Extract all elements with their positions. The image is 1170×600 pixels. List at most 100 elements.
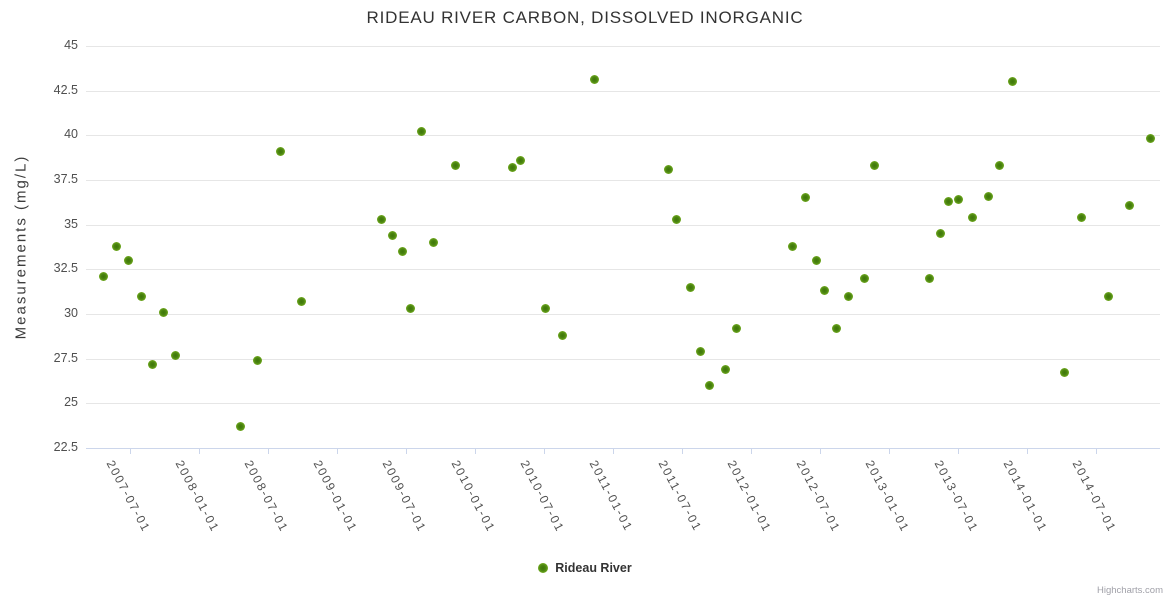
data-point[interactable]: [516, 155, 526, 165]
x-axis-tick: [406, 449, 408, 454]
data-point[interactable]: [995, 161, 1005, 171]
x-tick-label: 2011-01-01: [586, 458, 637, 534]
data-point[interactable]: [387, 230, 397, 240]
data-point[interactable]: [296, 296, 306, 306]
x-axis-tick: [958, 449, 960, 454]
data-point[interactable]: [664, 164, 674, 174]
highcharts-credit[interactable]: Highcharts.com: [1097, 585, 1163, 596]
data-point[interactable]: [1145, 134, 1155, 144]
data-point[interactable]: [236, 422, 246, 432]
data-point[interactable]: [820, 286, 830, 296]
data-point[interactable]: [944, 196, 954, 206]
x-axis-tick: [682, 449, 684, 454]
grid-line: [86, 46, 1160, 47]
data-point[interactable]: [1076, 213, 1086, 223]
data-point[interactable]: [508, 162, 518, 172]
data-point[interactable]: [136, 291, 146, 301]
data-point[interactable]: [984, 191, 994, 201]
data-point[interactable]: [811, 255, 821, 265]
x-tick-label: 2011-07-01: [655, 458, 706, 534]
legend-label: Rideau River: [555, 561, 632, 575]
data-point[interactable]: [99, 271, 109, 281]
data-point[interactable]: [276, 146, 286, 156]
y-tick-label: 22.5: [53, 440, 78, 454]
data-point[interactable]: [111, 241, 121, 251]
x-tick-label: 2012-01-01: [725, 458, 775, 535]
y-tick-label: 25: [64, 395, 78, 410]
data-point[interactable]: [967, 213, 977, 223]
data-point[interactable]: [171, 350, 181, 360]
x-tick-label: 2014-01-01: [1001, 458, 1051, 535]
grid-line: [86, 358, 1160, 360]
data-point[interactable]: [832, 323, 842, 333]
x-axis-tick: [268, 449, 270, 454]
data-point[interactable]: [843, 291, 853, 301]
data-point[interactable]: [147, 359, 157, 369]
y-tick-label: 35: [64, 216, 78, 231]
data-point[interactable]: [720, 364, 730, 374]
chart-title: RIDEAU RIVER CARBON, DISSOLVED INORGANIC: [366, 8, 804, 27]
data-point[interactable]: [1007, 77, 1017, 87]
y-tick-label: 32.5: [53, 261, 78, 276]
x-tick-label: 2009-07-01: [379, 458, 430, 535]
data-point[interactable]: [541, 304, 551, 314]
data-point[interactable]: [953, 195, 963, 205]
x-tick-label: 2009-01-01: [310, 458, 361, 535]
data-point[interactable]: [695, 347, 705, 357]
x-tick-label: 2008-07-01: [241, 458, 292, 535]
data-point[interactable]: [252, 355, 262, 365]
data-point[interactable]: [557, 330, 567, 340]
data-point[interactable]: [1060, 368, 1070, 378]
x-tick-label: 2013-07-01: [932, 458, 982, 535]
data-point[interactable]: [158, 307, 168, 317]
y-tick-label: 37.5: [53, 172, 78, 186]
x-axis-tick: [1096, 449, 1098, 454]
grid-line: [86, 403, 1160, 405]
data-point[interactable]: [405, 304, 415, 314]
data-point[interactable]: [936, 229, 945, 239]
x-tick-label: 2010-07-01: [517, 458, 568, 535]
grid-line: [86, 135, 1160, 137]
data-point[interactable]: [376, 214, 386, 224]
legend-item-rideau-river[interactable]: Rideau River: [0, 561, 1170, 575]
data-point[interactable]: [1125, 200, 1135, 210]
x-axis-tick: [199, 449, 201, 454]
data-point[interactable]: [451, 161, 461, 171]
y-tick-label: 30: [64, 306, 78, 320]
y-tick-label: 45: [64, 38, 78, 52]
x-axis-line: [86, 448, 1160, 449]
x-axis-tick: [613, 449, 615, 454]
x-axis-tick: [475, 449, 477, 454]
data-point[interactable]: [731, 323, 741, 333]
y-tick-label: 40: [64, 127, 78, 142]
data-point[interactable]: [705, 380, 715, 390]
x-tick-label: 2010-01-01: [448, 458, 499, 535]
grid-line: [86, 269, 1160, 271]
x-axis-tick: [544, 449, 546, 454]
data-point[interactable]: [686, 282, 696, 292]
data-point[interactable]: [672, 214, 682, 224]
grid-line: [86, 180, 1160, 181]
y-tick-label: 42.5: [53, 82, 78, 97]
data-point[interactable]: [924, 273, 934, 283]
legend-marker-icon: [538, 563, 549, 573]
data-point[interactable]: [800, 193, 810, 203]
grid-line: [86, 90, 1160, 92]
x-axis-tick: [751, 449, 753, 454]
x-tick-label: 2008-01-01: [172, 458, 223, 535]
data-point[interactable]: [788, 241, 798, 251]
data-point[interactable]: [397, 246, 407, 256]
x-axis-tick: [337, 449, 339, 454]
data-point[interactable]: [429, 238, 439, 248]
data-point[interactable]: [124, 255, 134, 265]
data-point[interactable]: [416, 127, 426, 137]
x-tick-label: 2007-07-01: [103, 458, 154, 535]
data-point[interactable]: [589, 75, 599, 85]
data-point[interactable]: [860, 273, 870, 283]
data-point[interactable]: [1104, 291, 1114, 301]
grid-line: [86, 314, 1160, 315]
data-point[interactable]: [869, 161, 879, 171]
x-axis-tick: [130, 449, 132, 454]
